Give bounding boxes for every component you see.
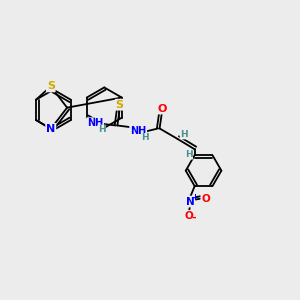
Text: -: - — [192, 213, 197, 223]
Text: N: N — [186, 196, 195, 207]
Text: H: H — [180, 130, 188, 139]
Text: S: S — [47, 81, 55, 92]
Text: O: O — [201, 194, 210, 204]
Text: S: S — [116, 100, 124, 110]
Text: NH: NH — [130, 126, 146, 136]
Text: O: O — [184, 211, 193, 221]
Text: H: H — [98, 125, 105, 134]
Text: NH: NH — [87, 118, 103, 128]
Text: H: H — [185, 150, 193, 159]
Text: N: N — [46, 124, 56, 134]
Text: H: H — [142, 134, 149, 142]
Text: O: O — [157, 103, 167, 113]
Text: +: + — [191, 193, 198, 202]
